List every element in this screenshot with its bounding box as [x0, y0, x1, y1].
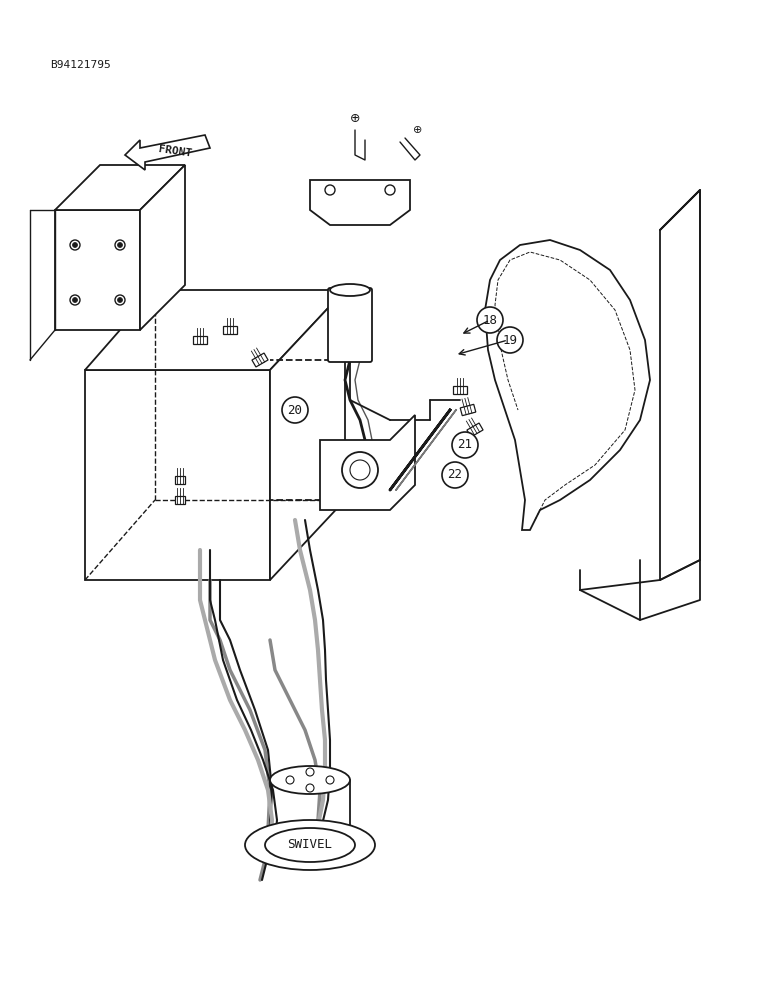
Ellipse shape	[245, 820, 375, 870]
Circle shape	[385, 185, 395, 195]
Text: 18: 18	[482, 314, 497, 326]
Polygon shape	[485, 240, 650, 530]
Circle shape	[325, 185, 335, 195]
Polygon shape	[193, 336, 207, 344]
Circle shape	[73, 298, 77, 302]
Circle shape	[306, 784, 314, 792]
Text: B94121795: B94121795	[50, 60, 110, 70]
Polygon shape	[467, 423, 483, 437]
Circle shape	[117, 242, 123, 247]
Polygon shape	[320, 415, 415, 510]
Polygon shape	[223, 326, 237, 334]
Text: SWIVEL: SWIVEL	[287, 838, 333, 852]
Polygon shape	[125, 135, 210, 170]
Circle shape	[497, 327, 523, 353]
Circle shape	[73, 242, 77, 247]
Circle shape	[452, 432, 478, 458]
Polygon shape	[175, 476, 185, 484]
Polygon shape	[55, 210, 140, 330]
Polygon shape	[55, 165, 185, 210]
Circle shape	[70, 240, 80, 250]
Circle shape	[115, 240, 125, 250]
Circle shape	[306, 768, 314, 776]
Ellipse shape	[270, 766, 350, 794]
Text: FRONT: FRONT	[157, 144, 192, 158]
Text: 19: 19	[503, 334, 517, 347]
FancyBboxPatch shape	[328, 288, 372, 362]
Text: 20: 20	[287, 403, 303, 416]
Polygon shape	[270, 290, 345, 580]
Circle shape	[342, 452, 378, 488]
Text: ⊕: ⊕	[350, 112, 361, 125]
Circle shape	[115, 295, 125, 305]
Polygon shape	[252, 353, 268, 367]
Text: ⊕: ⊕	[413, 125, 423, 135]
Circle shape	[282, 397, 308, 423]
Polygon shape	[175, 496, 185, 504]
Polygon shape	[140, 165, 185, 330]
Ellipse shape	[330, 284, 370, 296]
Polygon shape	[85, 370, 270, 580]
Text: 21: 21	[458, 438, 472, 452]
Polygon shape	[460, 404, 476, 416]
Polygon shape	[453, 386, 467, 394]
Circle shape	[477, 307, 503, 333]
Circle shape	[70, 295, 80, 305]
Circle shape	[117, 298, 123, 302]
Circle shape	[286, 776, 294, 784]
Circle shape	[326, 776, 334, 784]
Circle shape	[442, 462, 468, 488]
Polygon shape	[85, 290, 345, 370]
Polygon shape	[310, 180, 410, 225]
Text: 22: 22	[448, 468, 462, 482]
